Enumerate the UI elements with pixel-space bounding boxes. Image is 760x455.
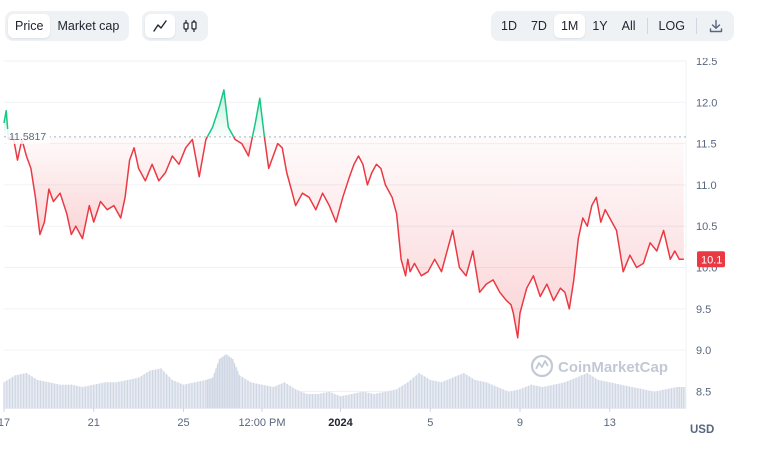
watermark: CoinMarketCap <box>530 354 668 378</box>
y-tick-label: 10.5 <box>696 221 717 233</box>
price-line-up <box>3 109 10 137</box>
price-chart[interactable]: CoinMarketCap 11.5817 8.59.09.510.010.51… <box>0 58 760 455</box>
download-icon[interactable] <box>701 14 731 38</box>
currency-label: USD <box>690 424 715 436</box>
current-price-tag: 10.1 <box>697 251 725 268</box>
watermark-text: CoinMarketCap <box>558 359 668 376</box>
x-tick-label: 13 <box>604 417 616 429</box>
price-line <box>3 89 684 339</box>
price-line-down <box>233 136 254 157</box>
time-range-toggle: 1D 7D 1M 1Y All LOG <box>491 11 734 41</box>
price-line-up <box>206 89 235 138</box>
y-tick-label: 8.5 <box>696 386 711 398</box>
x-tick-label: 12:00 PM <box>238 417 285 429</box>
y-axis: 8.59.09.510.010.511.011.512.012.5 <box>696 58 717 398</box>
range-1d[interactable]: 1D <box>501 19 517 33</box>
x-axis: 17 21 25 12:00 PM 2024 5 9 13 <box>0 408 616 429</box>
price-line-down <box>263 136 684 339</box>
price-tab[interactable]: Price <box>8 14 51 38</box>
volume-bars <box>3 354 686 408</box>
area-fill-down <box>264 136 684 338</box>
price-line-up <box>251 97 266 138</box>
y-tick-label: 12.0 <box>696 97 717 109</box>
range-1m[interactable]: 1M <box>553 14 586 38</box>
toolbar-divider <box>695 18 697 34</box>
candlestick-icon[interactable] <box>175 14 205 38</box>
x-tick-label: 17 <box>0 417 10 429</box>
chart-type-toggle: Price Market cap <box>5 11 130 41</box>
current-price-label: 10.1 <box>701 254 722 266</box>
baseline-label-text: 11.5817 <box>9 131 46 143</box>
coinmarketcap-logo-icon <box>530 354 554 378</box>
y-tick-label: 9.0 <box>696 345 711 357</box>
range-7d[interactable]: 7D <box>530 19 547 33</box>
area-fill-up <box>252 98 265 137</box>
range-all[interactable]: All <box>621 19 636 33</box>
log-scale-button[interactable]: LOG <box>658 19 685 33</box>
area-fill <box>4 89 684 338</box>
toolbar-divider <box>646 18 648 34</box>
x-tick-label: 9 <box>517 417 523 429</box>
price-line-down <box>12 136 208 240</box>
baseline-label: 11.5817 <box>6 128 50 144</box>
x-tick-label: 5 <box>427 417 433 429</box>
y-tick-label: 12.5 <box>696 58 717 68</box>
x-tick-label: 2024 <box>328 417 353 429</box>
y-tick-label: 9.5 <box>696 304 711 316</box>
market-cap-tab[interactable]: Market cap <box>57 19 120 33</box>
chart-view-toggle <box>142 11 208 41</box>
line-chart-icon[interactable] <box>145 14 175 38</box>
area-fill-down <box>13 136 208 239</box>
area-fill-down <box>233 136 253 156</box>
x-tick-label: 25 <box>177 417 189 429</box>
range-1y[interactable]: 1Y <box>592 19 608 33</box>
grid <box>4 60 687 409</box>
x-tick-label: 21 <box>88 417 100 429</box>
y-tick-label: 11.5 <box>696 139 717 151</box>
y-tick-label: 11.0 <box>696 180 717 192</box>
